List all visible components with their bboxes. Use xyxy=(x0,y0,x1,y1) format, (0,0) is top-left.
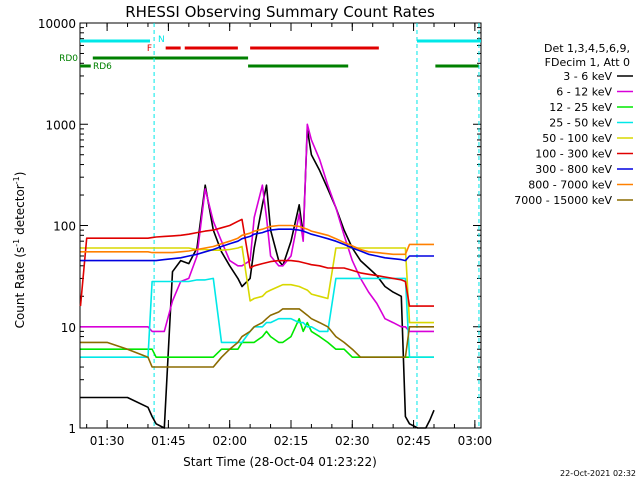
x-axis-label: Start Time (28-Oct-04 01:23:22) xyxy=(183,455,377,469)
series-line xyxy=(79,218,434,307)
legend-label: 100 - 300 keV xyxy=(535,148,612,161)
legend-label: 12 - 25 keV xyxy=(549,101,612,114)
series-line xyxy=(80,308,434,368)
legend-header: FDecim 1, Att 0 xyxy=(545,56,630,69)
x-tick-label: 03:00 xyxy=(458,434,493,448)
y-axis-label: Count Rate (s-1 detector-1) xyxy=(12,172,27,329)
series-line xyxy=(80,245,434,324)
legend-label: 25 - 50 keV xyxy=(549,117,612,130)
x-tick-label: 01:45 xyxy=(151,434,186,448)
x-tick-label: 02:45 xyxy=(396,434,431,448)
legend-header: Det 1,3,4,5,6,9, xyxy=(544,42,630,55)
y-tick-label: 100 xyxy=(53,220,76,234)
legend-label: 50 - 100 keV xyxy=(542,132,612,145)
series-line xyxy=(80,277,434,359)
y-tick-label: 1000 xyxy=(45,118,76,132)
legend-label: 800 - 7000 keV xyxy=(528,179,612,192)
series-line xyxy=(80,123,434,333)
axes: 1 10 100 1000 10000 01:30 01:45 02:00 02:15 02:30… xyxy=(38,17,492,448)
series-line xyxy=(80,224,434,256)
flag-label: F xyxy=(147,44,152,54)
x-tick-label: 02:00 xyxy=(212,434,247,448)
legend-label: 7000 - 15000 keV xyxy=(514,194,612,207)
y-tick-label: 10000 xyxy=(38,17,76,31)
y-tick-label: 10 xyxy=(61,321,76,335)
x-tick-label: 02:30 xyxy=(335,434,370,448)
flag-label: RD0 xyxy=(59,54,78,64)
legend-label: 6 - 12 keV xyxy=(556,86,612,99)
flags: NF RD0 RD6 xyxy=(59,23,481,428)
flag-label: N xyxy=(158,35,165,45)
y-tick-label: 1 xyxy=(68,422,76,436)
plot-area: 1 10 100 1000 10000 01:30 01:45 02:00 02:15 02:30… xyxy=(38,17,492,448)
legend-label: 300 - 800 keV xyxy=(535,163,612,176)
legend-label: 3 - 6 keV xyxy=(563,70,612,83)
flag-label: RD6 xyxy=(93,62,112,72)
timestamp: 22-Oct-2021 02:32 xyxy=(560,469,636,478)
series xyxy=(79,123,435,429)
chart-title: RHESSI Observing Summary Count Rates xyxy=(125,3,435,21)
x-tick-label: 02:15 xyxy=(274,434,309,448)
x-tick-label: 01:30 xyxy=(90,434,125,448)
legend: Det 1,3,4,5,6,9,FDecim 1, Att 03 - 6 keV… xyxy=(514,42,633,207)
series-line xyxy=(80,228,434,262)
